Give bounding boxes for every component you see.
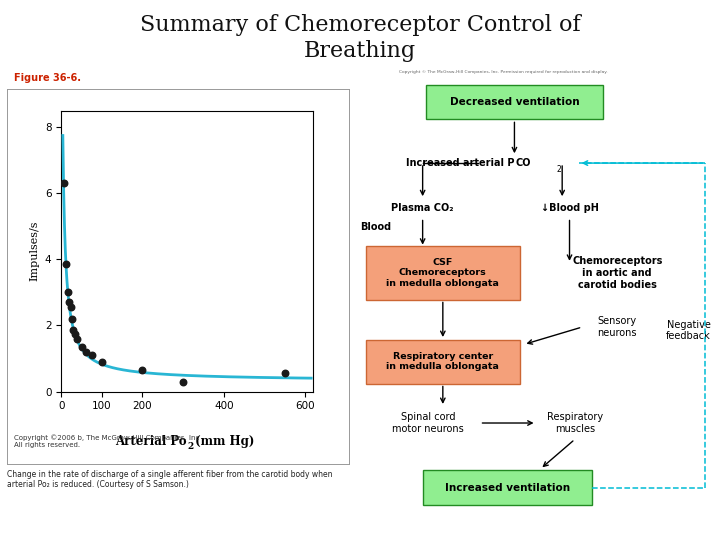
Point: [76, 342, 87, 351]
FancyBboxPatch shape: [366, 340, 520, 383]
Text: Spinal cord
motor neurons: Spinal cord motor neurons: [392, 412, 464, 434]
Point: [279, 369, 290, 377]
Point: [177, 378, 189, 387]
Text: CSF
Chemoreceptors
in medulla oblongata: CSF Chemoreceptors in medulla oblongata: [387, 258, 499, 288]
Point: [60, 260, 72, 268]
Point: [80, 348, 91, 356]
Text: 2: 2: [187, 442, 194, 451]
FancyBboxPatch shape: [423, 470, 592, 505]
Point: [65, 303, 76, 312]
Text: Figure 36-6.: Figure 36-6.: [14, 73, 81, 83]
Text: Plasma CO₂: Plasma CO₂: [392, 204, 454, 213]
Point: [137, 366, 148, 374]
Point: [68, 326, 79, 335]
Text: ↓Blood pH: ↓Blood pH: [541, 204, 598, 213]
Text: Increased ventilation: Increased ventilation: [444, 483, 570, 492]
Y-axis label: Impulses/s: Impulses/s: [30, 221, 40, 281]
Text: Decreased ventilation: Decreased ventilation: [449, 97, 580, 107]
Text: Summary of Chemoreceptor Control of: Summary of Chemoreceptor Control of: [140, 14, 580, 36]
Point: [96, 357, 107, 366]
Text: Respiratory center
in medulla oblongata: Respiratory center in medulla oblongata: [387, 352, 499, 372]
FancyBboxPatch shape: [426, 85, 603, 119]
Point: [70, 329, 81, 338]
Text: Copyright © The McGraw-Hill Companies, Inc. Permission required for reproduction: Copyright © The McGraw-Hill Companies, I…: [399, 70, 608, 74]
Text: Negative
feedback: Negative feedback: [666, 320, 711, 341]
Text: Increased arterial P: Increased arterial P: [406, 158, 515, 168]
Point: [86, 351, 97, 360]
Text: (mm Hg): (mm Hg): [191, 435, 254, 448]
Point: [63, 288, 74, 296]
Point: [59, 179, 71, 188]
Text: Change in the rate of discharge of a single afferent fiber from the carotid body: Change in the rate of discharge of a sin…: [7, 470, 333, 489]
Text: Respiratory
muscles: Respiratory muscles: [547, 412, 603, 434]
Text: Arterial Po: Arterial Po: [116, 435, 187, 448]
FancyBboxPatch shape: [366, 246, 520, 300]
Text: Breathing: Breathing: [304, 40, 416, 63]
Text: Chemoreceptors
in aortic and
carotid bodies: Chemoreceptors in aortic and carotid bod…: [572, 256, 662, 289]
Text: Copyright ©2006 b, The McGraw-Hill Companies, Inc
All rights reserved.: Copyright ©2006 b, The McGraw-Hill Compa…: [14, 435, 199, 448]
Text: 2: 2: [557, 165, 562, 173]
Point: [72, 334, 84, 343]
Point: [63, 298, 75, 307]
Text: CO: CO: [516, 158, 531, 168]
Text: Blood: Blood: [360, 222, 392, 232]
Point: [66, 314, 78, 323]
Text: Sensory
neurons: Sensory neurons: [598, 316, 637, 338]
